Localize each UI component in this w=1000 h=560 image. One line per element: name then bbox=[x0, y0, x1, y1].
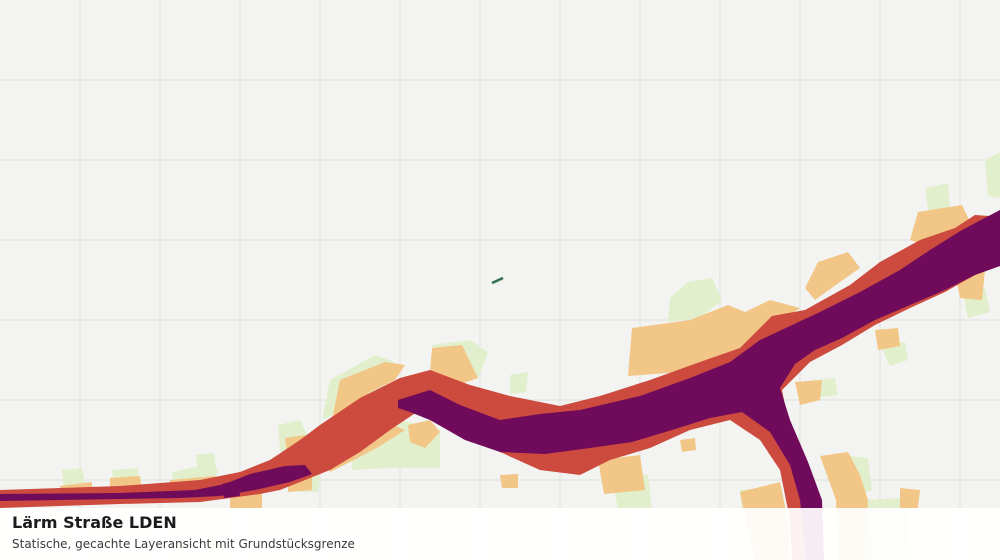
parcel-boundary[interactable] bbox=[491, 276, 504, 285]
layer-title: Lärm Straße LDEN bbox=[12, 513, 177, 532]
noise-band-red bbox=[0, 215, 1000, 560]
layer-caption: Lärm Straße LDEN Statische, gecachte Lay… bbox=[0, 508, 1000, 560]
noise-band-purple bbox=[0, 210, 1000, 560]
layer-subtitle: Statische, gecachte Layeransicht mit Gru… bbox=[12, 537, 355, 551]
